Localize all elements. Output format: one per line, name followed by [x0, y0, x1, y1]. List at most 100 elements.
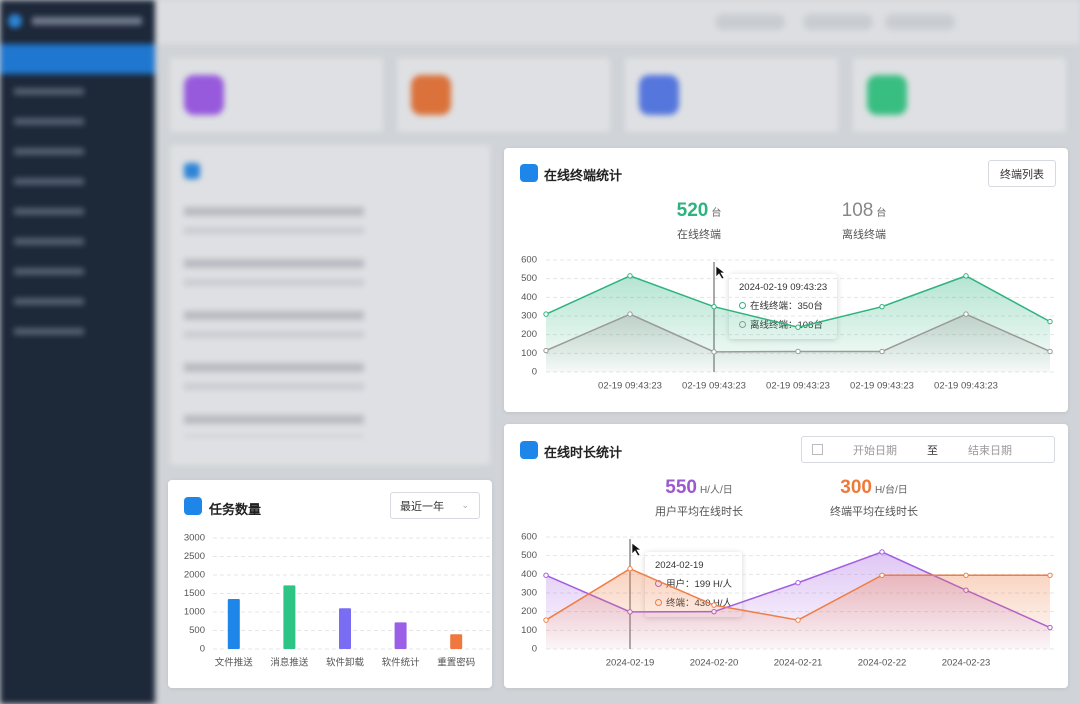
point [879, 549, 885, 555]
card-icon [520, 164, 538, 182]
card-icon [184, 497, 202, 515]
stat-value: 550 [665, 477, 697, 498]
tooltip-marker [739, 301, 746, 309]
y-tick-label: 2500 [184, 551, 205, 562]
point [879, 348, 885, 355]
card-title: 在线时长统计 [544, 445, 623, 460]
stat-label: 用户平均在线时长 [655, 506, 743, 518]
point [963, 572, 969, 578]
y-tick-label: 1000 [184, 607, 205, 618]
stat-unit: H/人/日 [699, 485, 733, 496]
y-tick-label: 0 [200, 644, 205, 655]
area [546, 314, 1050, 372]
bar [450, 634, 463, 649]
top-button [715, 14, 785, 30]
x-tick-label: 02-19 09:43:23 [934, 381, 998, 392]
stat: 108 台离线终端 [784, 200, 944, 242]
x-tick-label: 重置密码 [437, 657, 475, 669]
stat-value: 300 [840, 477, 872, 498]
date-range[interactable]: 开始日期 至 结束日期 [801, 436, 1055, 463]
tooltip-title: 2024-02-19 [655, 560, 704, 571]
x-tick-label: 消息推送 [270, 657, 309, 669]
point [879, 572, 885, 578]
stat-value: 108 [841, 200, 874, 221]
stat-card [625, 58, 838, 132]
x-tick-label: 文件推送 [215, 657, 254, 669]
y-tick-label: 0 [532, 644, 537, 655]
point [543, 572, 549, 578]
logo-text [32, 17, 142, 25]
point [711, 303, 717, 310]
menu-items [14, 88, 84, 358]
logo [8, 14, 22, 28]
stat-unit: 台 [711, 208, 722, 219]
stat-card [170, 58, 383, 132]
tooltip-row: 在线终端：350台 [739, 298, 827, 312]
y-tick-label: 600 [521, 255, 537, 266]
x-tick-label: 2024-02-20 [690, 658, 739, 669]
point [543, 617, 549, 623]
cursor [715, 265, 727, 280]
y-tick-label: 200 [521, 606, 537, 617]
stat: 550 H/人/日用户平均在线时长 [619, 477, 779, 519]
x-tick-label: 02-19 09:43:23 [766, 381, 830, 392]
x-tick-label: 02-19 09:43:23 [850, 381, 914, 392]
point [963, 273, 969, 279]
select-text: 最近一年 [400, 500, 444, 513]
stat-unit: 台 [876, 208, 887, 219]
point [879, 303, 885, 310]
range-select[interactable]: 最近一年 ⌄ [390, 492, 480, 519]
y-tick-label: 200 [521, 329, 537, 340]
area [546, 568, 1050, 649]
point [627, 273, 633, 279]
tooltip-text: 用户：199 H/人 [666, 579, 732, 590]
card-title: 在线终端统计 [544, 168, 623, 183]
date-start: 开始日期 [853, 444, 897, 457]
x-tick-label: 2024-02-23 [942, 658, 991, 669]
date-end: 结束日期 [968, 444, 1012, 457]
point [795, 324, 801, 330]
x-tick-label: 2024-02-21 [774, 658, 823, 669]
x-tick-label: 02-19 09:43:23 [682, 381, 746, 392]
point [1047, 348, 1053, 355]
x-tick-label: 2024-02-22 [858, 658, 907, 669]
y-tick-label: 300 [521, 588, 537, 599]
y-tick-label: 500 [189, 625, 205, 636]
y-tick-label: 100 [521, 348, 537, 359]
y-tick-label: 600 [521, 532, 537, 543]
point [627, 311, 633, 317]
stat-label: 在线终端 [677, 229, 721, 241]
date-sep: 至 [927, 444, 938, 457]
topbar [155, 0, 1080, 44]
x-tick-label: 02-19 09:43:23 [598, 381, 662, 392]
stat: 520 台在线终端 [619, 200, 779, 242]
point [711, 349, 717, 355]
y-tick-label: 100 [521, 625, 537, 636]
tooltip-title: 2024-02-19 09:43:23 [739, 282, 828, 293]
point [795, 348, 801, 355]
stat-card [853, 58, 1066, 132]
x-tick-label: 软件统计 [382, 657, 421, 669]
point [963, 311, 969, 317]
point [627, 566, 633, 572]
stat-card [397, 58, 610, 132]
top-button [885, 14, 955, 30]
point [543, 311, 549, 317]
top-button [803, 14, 873, 30]
y-tick-label: 300 [521, 311, 537, 322]
x-tick-label: 软件卸载 [326, 657, 365, 669]
stat-label: 离线终端 [842, 229, 886, 241]
list-button[interactable]: 终端列表 [988, 160, 1056, 187]
active-menu [0, 44, 155, 74]
task-card: 任务数量 最近一年 ⌄ [168, 480, 492, 688]
bar [283, 585, 296, 649]
y-tick-label: 3000 [184, 533, 205, 544]
sidebar [0, 0, 155, 704]
bar [339, 608, 351, 649]
y-tick-label: 400 [521, 569, 537, 580]
card-title: 任务数量 [209, 502, 262, 517]
